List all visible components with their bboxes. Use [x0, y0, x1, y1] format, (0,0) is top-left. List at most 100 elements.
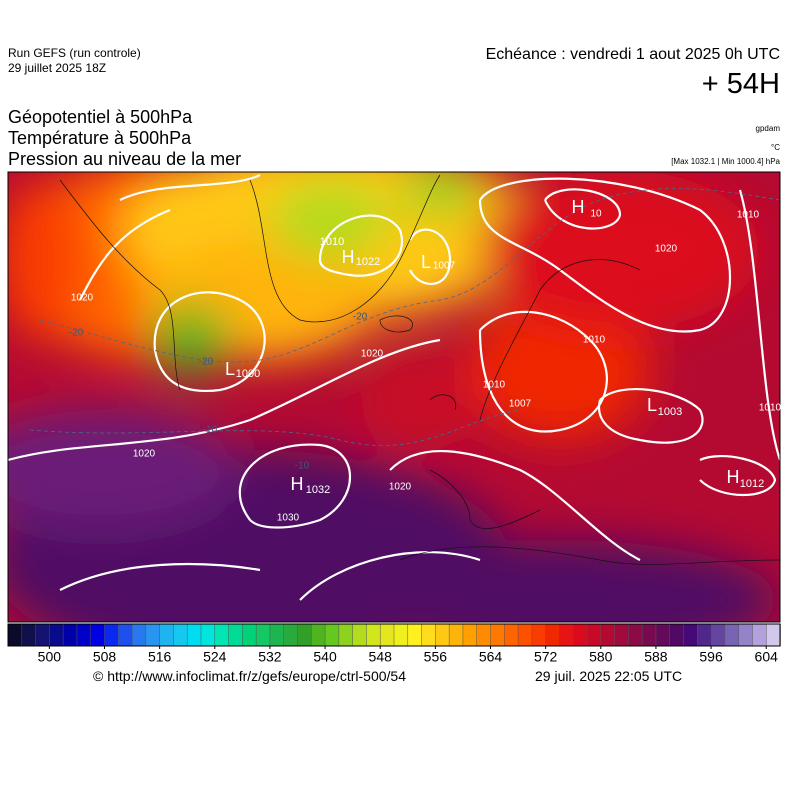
- colorbar-frame: [7, 623, 781, 647]
- colorbar-swatch: [200, 623, 216, 647]
- map-label: 1022: [356, 256, 380, 268]
- colorbar-tick-label: 540: [313, 649, 337, 665]
- colorbar-swatch: [228, 623, 244, 647]
- colorbar-swatch: [683, 623, 699, 647]
- colorbar-tick-label: 532: [258, 649, 282, 665]
- colorbar-swatch: [655, 623, 671, 647]
- colorbar-swatch: [752, 623, 767, 647]
- colorbar-swatch: [338, 623, 354, 647]
- colorbar-swatch: [118, 623, 133, 647]
- colorbar-swatch: [76, 623, 92, 647]
- map-label: 1000: [236, 368, 260, 380]
- colorbar-swatch: [421, 623, 437, 647]
- map-label: L: [421, 252, 431, 272]
- colorbar-swatch: [62, 623, 78, 647]
- map-label: -10: [203, 425, 218, 436]
- colorbar-tick-label: 596: [699, 649, 723, 665]
- map-label: 1020: [361, 349, 384, 360]
- map-label: -20: [69, 328, 84, 339]
- colorbar-swatch: [242, 623, 257, 647]
- colorbar-swatch: [324, 623, 340, 647]
- map-label: 1012: [740, 478, 764, 490]
- map-frame: [7, 171, 781, 623]
- colorbar-swatch: [90, 623, 106, 647]
- map-label: 1020: [655, 244, 678, 255]
- colorbar-swatch: [531, 623, 547, 647]
- unit-gpdam: gpdam: [755, 124, 780, 133]
- field-3: Pression au niveau de la mer: [8, 149, 242, 169]
- colorbar-swatch: [214, 623, 230, 647]
- map-label: 1032: [306, 484, 330, 496]
- colorbar-swatch: [269, 623, 285, 647]
- colorbar-swatch: [21, 623, 37, 647]
- unit-celsius: °C: [771, 143, 780, 152]
- unit-pressure: [Max 1032.1 | Min 1000.4] hPa: [671, 157, 780, 166]
- lead-time: + 54H: [701, 68, 780, 100]
- map-label: 1020: [133, 449, 156, 460]
- colorbar-swatch: [517, 623, 533, 647]
- colorbar-swatch: [710, 623, 726, 647]
- colorbar-swatch: [669, 623, 685, 647]
- colorbar-swatch: [131, 623, 147, 647]
- colorbar-swatch: [641, 623, 657, 647]
- isotherms: [29, 188, 780, 446]
- colorbar-swatch: [297, 623, 313, 647]
- map-label: 1010: [583, 335, 606, 346]
- colorbar-swatch: [628, 623, 643, 647]
- map-label: 1030: [277, 513, 300, 524]
- colorbar-swatch: [7, 623, 23, 647]
- colorbar-tick-label: 548: [369, 649, 393, 665]
- map-label: 1003: [658, 406, 682, 418]
- colorbar-swatch: [311, 623, 326, 647]
- map-label: -10: [295, 461, 310, 472]
- colorbar-tick-label: 604: [755, 649, 779, 665]
- colorbar-swatch: [600, 623, 616, 647]
- colorbar-swatch: [476, 623, 492, 647]
- colorbar-swatch: [49, 623, 64, 647]
- map-label: H: [572, 197, 585, 217]
- map-label: L: [647, 395, 657, 415]
- colorbar-swatch: [504, 623, 519, 647]
- colorbar-swatch: [448, 623, 464, 647]
- map-label: -20: [199, 357, 214, 368]
- colorbar-tick-label: 572: [534, 649, 558, 665]
- colorbar-swatch: [490, 623, 506, 647]
- colorbar-tick-label: 524: [203, 649, 227, 665]
- colorbar-swatch: [586, 623, 602, 647]
- map-label: 1010: [320, 236, 344, 248]
- valid-time: Echéance : vendredi 1 aout 2025 0h UTC: [485, 46, 780, 63]
- run-name: Run GEFS (run controle): [8, 46, 141, 60]
- colorbar-swatch: [572, 623, 588, 647]
- colorbar-swatch: [352, 623, 368, 647]
- map-label: -20: [353, 312, 368, 323]
- isobars: [8, 174, 780, 601]
- map-label: 10: [590, 209, 602, 220]
- coastlines: [59, 174, 780, 565]
- map-label: 1020: [389, 482, 412, 493]
- colorbar-swatch: [379, 623, 395, 647]
- colorbar-tick-label: 588: [644, 649, 668, 665]
- map-label: 1007: [433, 261, 456, 272]
- colorbar-swatch: [393, 623, 409, 647]
- colorbar-tick-label: 580: [589, 649, 613, 665]
- map-label: H: [727, 467, 740, 487]
- colorbar-tick-label: 500: [38, 649, 62, 665]
- colorbar-tick-label: 516: [148, 649, 172, 665]
- colorbar-swatch: [697, 623, 712, 647]
- colorbar-swatch: [462, 623, 478, 647]
- colorbar-swatch: [724, 623, 740, 647]
- colorbar-swatch: [104, 623, 120, 647]
- colorbar-swatch: [35, 623, 51, 647]
- map-label: L: [225, 359, 235, 379]
- colorbar-swatch: [283, 623, 299, 647]
- colorbar-swatch: [173, 623, 188, 647]
- map-label: 1010: [483, 380, 506, 391]
- colorbar-swatch: [366, 623, 381, 647]
- colorbar-swatch: [407, 623, 423, 647]
- colorbar-swatch: [145, 623, 161, 647]
- colorbar-swatch: [545, 623, 561, 647]
- colorbar-tick-label: 556: [424, 649, 448, 665]
- credit: © http://www.infoclimat.fr/z/gefs/europe…: [93, 668, 407, 684]
